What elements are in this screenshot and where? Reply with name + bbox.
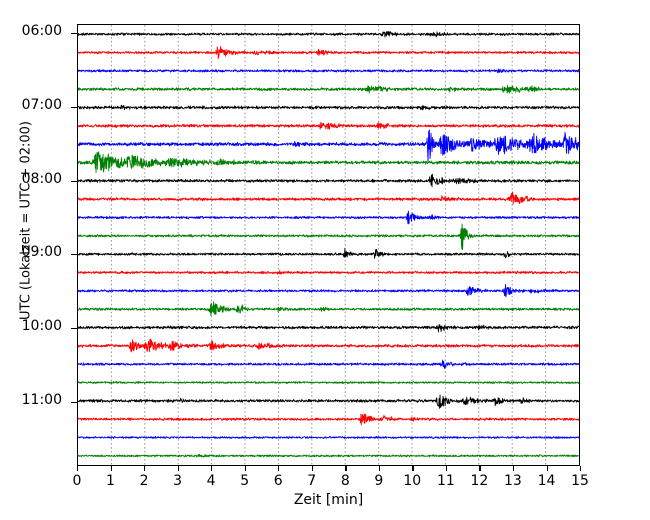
y-tick-mark (71, 180, 77, 182)
x-tick-label: 0 (72, 473, 82, 489)
x-tick-mark (378, 466, 381, 471)
y-tick-label: 10:00 (21, 317, 62, 334)
y-tick-label: 06:00 (21, 23, 62, 40)
x-tick-label: 14 (537, 473, 556, 489)
x-tick-label: 9 (374, 473, 384, 489)
x-tick-label: 5 (240, 473, 250, 489)
x-tick-label: 8 (340, 473, 350, 489)
x-tick-mark (311, 466, 313, 471)
x-tick-label: 4 (206, 473, 216, 489)
x-tick-label: 13 (503, 473, 522, 489)
x-tick-mark (244, 466, 246, 471)
x-tick-label: 3 (173, 473, 183, 489)
y-tick-mark (71, 254, 77, 256)
x-tick-mark (177, 466, 179, 471)
x-tick-mark (546, 466, 548, 471)
x-tick-mark (110, 466, 112, 471)
x-tick-mark (479, 466, 481, 471)
y-axis-title: UTC (Lokalzeit = UTC + 02:00) (18, 121, 34, 320)
y-tick-label: 08:00 (21, 170, 62, 187)
x-tick-mark (77, 466, 79, 471)
x-tick-label: 11 (436, 473, 455, 489)
x-axis-title: Zeit [min] (293, 492, 364, 508)
seismogram-traces (78, 31, 579, 458)
y-tick-mark (71, 33, 77, 35)
x-tick-label: 7 (307, 473, 317, 489)
x-tick-mark (345, 466, 347, 471)
y-tick-label: 11:00 (21, 391, 62, 408)
x-tick-label: 6 (273, 473, 283, 489)
x-tick-mark (445, 466, 448, 471)
x-tick-label: 1 (106, 473, 115, 489)
y-tick-label: 07:00 (21, 96, 62, 113)
x-tick-label: 2 (139, 473, 149, 489)
y-tick-label: 09:00 (21, 244, 62, 261)
y-tick-mark (71, 401, 77, 403)
x-tick-mark (144, 466, 146, 471)
x-tick-label: 12 (470, 473, 489, 489)
x-tick-mark (278, 466, 280, 471)
x-tick-mark (412, 466, 414, 471)
x-tick-label: 10 (403, 473, 422, 489)
x-tick-mark (512, 466, 515, 471)
plot-area (77, 24, 580, 466)
x-tick-label: 15 (571, 473, 589, 489)
y-tick-mark (71, 106, 77, 109)
y-tick-mark (71, 327, 77, 330)
x-tick-mark (211, 466, 213, 471)
grid-lines (110, 25, 547, 465)
x-tick-mark (580, 466, 582, 471)
